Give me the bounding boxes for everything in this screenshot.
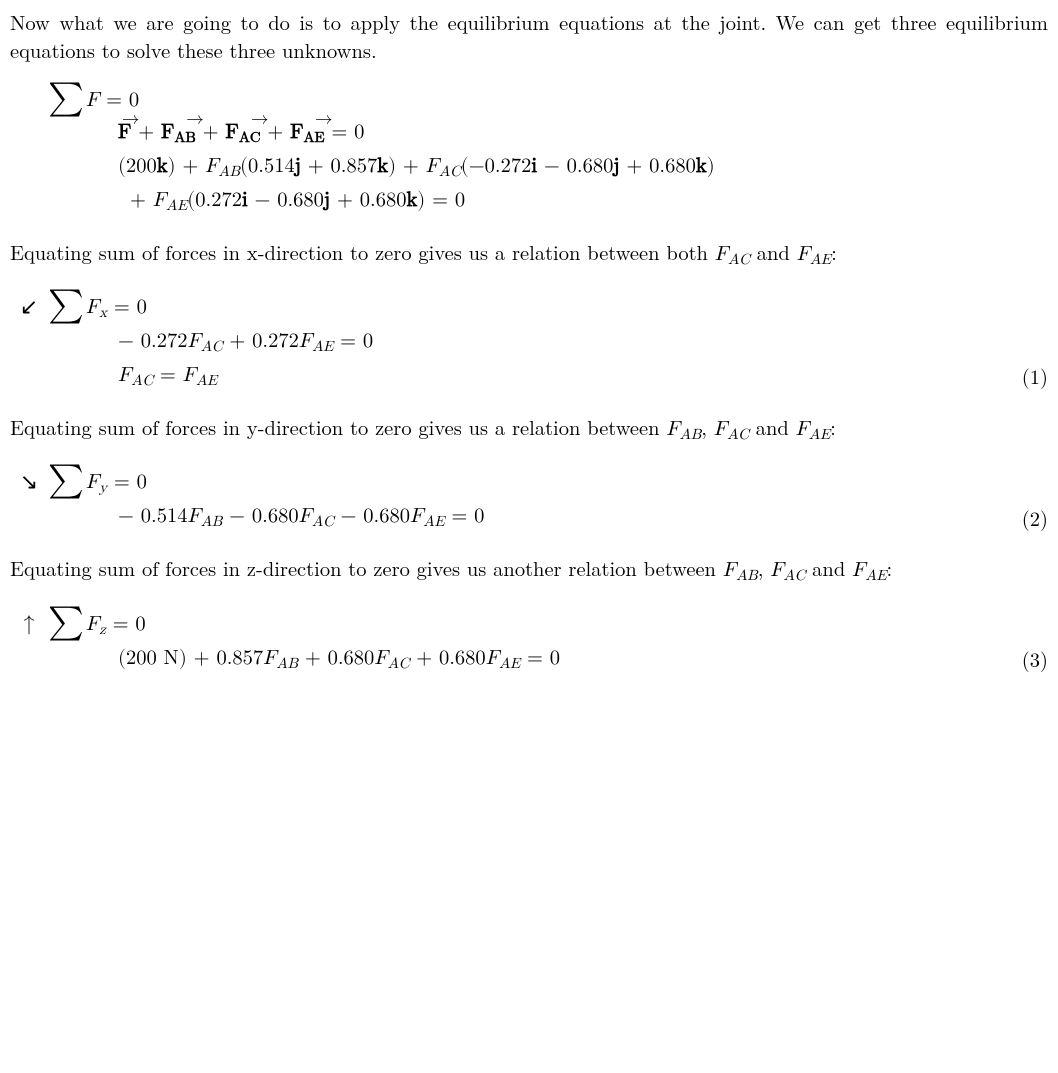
equation-number-3: (3) [998,645,1048,673]
x-equation-block: ↙ ∑Fx = 0 − 0.272FAC + 0.272FAE = 0 FAC … [10,288,1048,391]
uparrow-icon: ↑ [10,607,48,637]
intro-paragraph: Now what we are going to do is to apply … [10,8,1048,63]
y-equation-block: ↘ ∑Fy = 0 − 0.514FAB − 0.680FAC − 0.680F… [10,463,1048,532]
equation-number-2: (2) [998,504,1048,532]
swarrow-icon: ↙ [10,291,48,321]
y-direction-paragraph: Equating sum of forces in y-direction to… [10,413,1048,445]
z-direction-paragraph: Equating sum of forces in z-direction to… [10,554,1048,586]
z-equation-block: ↑ ∑Fz = 0 (200 N) + 0.857FAB + 0.680FAC … [10,605,1048,674]
equilibrium-block: ∑F = 0 F + FAB + FAC + FAE = 0 (200k) + … [10,81,1048,216]
equation-number-1: (1) [998,362,1048,390]
searrow-icon: ↘ [10,466,48,496]
x-direction-paragraph: Equating sum of forces in x-direction to… [10,238,1048,270]
